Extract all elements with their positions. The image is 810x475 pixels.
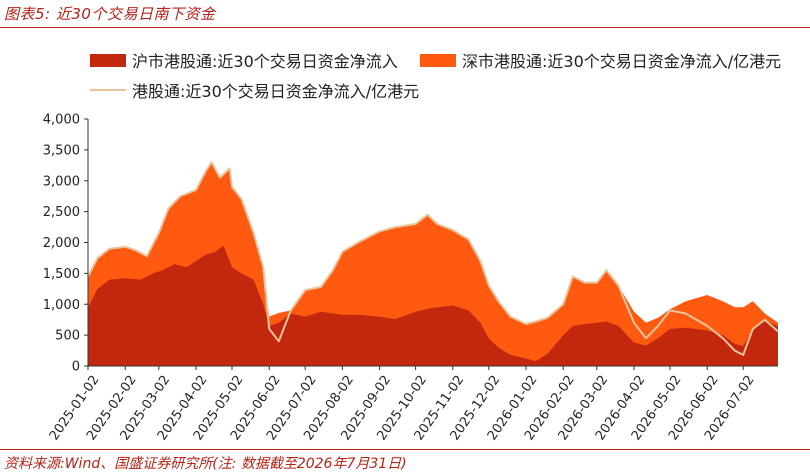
y-tick-label: 3,500	[43, 143, 80, 158]
series-layer	[87, 161, 779, 366]
legend-item-sh: 沪市港股通:近30个交易日资金净流入	[90, 48, 398, 72]
total-line	[87, 161, 779, 356]
y-tick-label: 4,000	[43, 113, 80, 128]
area-chart: 05001,0001,5002,0002,5003,0003,5004,0002…	[43, 113, 779, 443]
source-note: 资料来源:Wind、国盛证券研究所(注: 数据截至2026年7月31日)	[4, 456, 407, 472]
chart-title: 图表5: 近30个交易日南下资金	[4, 5, 216, 23]
legend-label-sz: 深市港股通:近30个交易日资金净流入/亿港元	[462, 52, 782, 71]
y-tick-label: 3,000	[43, 174, 80, 189]
legend-swatch-sh	[90, 53, 126, 67]
bottom-divider	[0, 449, 810, 450]
sh-area	[88, 245, 778, 366]
y-tick-label: 2,000	[43, 236, 80, 251]
y-tick-label: 1,000	[43, 298, 80, 313]
legend-swatch-total	[90, 89, 126, 91]
y-tick-label: 2,500	[43, 205, 80, 220]
y-tick-label: 1,500	[43, 267, 80, 282]
legend-label-sh: 沪市港股通:近30个交易日资金净流入	[132, 52, 398, 71]
y-tick-label: 500	[55, 329, 80, 344]
legend-label-total: 港股通:近30个交易日资金净流入/亿港元	[132, 82, 420, 101]
legend-item-sz: 深市港股通:近30个交易日资金净流入/亿港元	[420, 48, 781, 72]
legend-item-total: 港股通:近30个交易日资金净流入/亿港元	[90, 78, 419, 102]
legend-swatch-sz	[420, 53, 456, 67]
y-tick-label: 0	[72, 360, 80, 375]
top-divider	[0, 27, 810, 28]
